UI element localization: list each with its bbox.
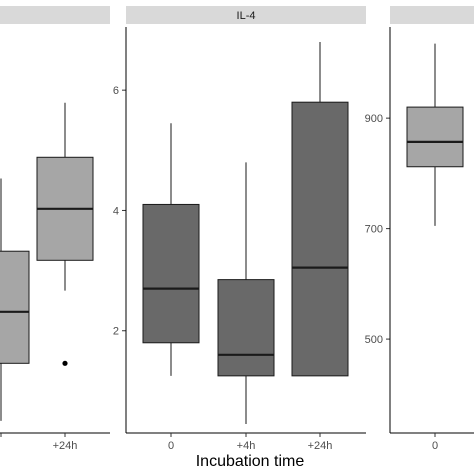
facet-right-x-ticks: 0 <box>432 433 438 452</box>
box-+24h <box>291 42 349 377</box>
facet-il4-title: IL-4 <box>237 10 256 22</box>
x-tick-label: 0 <box>432 440 438 452</box>
x-tick-label: 0 <box>168 440 174 452</box>
box-body <box>142 203 200 344</box>
facet-il4-strip <box>126 6 366 24</box>
facet-il4-boxes <box>142 42 349 424</box>
x-tick-label: +24h <box>53 440 78 452</box>
box-group <box>0 178 30 421</box>
facet-il4-x-ticks: 0 +4h +24h <box>168 433 332 452</box>
outlier-point <box>62 360 68 366</box>
facet-il4-y-ticks: 2 4 6 <box>113 85 126 338</box>
y-tick-label: 500 <box>365 334 383 346</box>
y-tick-label: 6 <box>113 85 119 97</box>
facet-left-strip <box>0 6 110 24</box>
y-tick-label: 2 <box>113 326 119 338</box>
box-body <box>0 250 30 364</box>
x-axis-title: Incubation time <box>196 453 305 470</box>
x-tick-label: +24h <box>308 440 333 452</box>
box-+24h <box>36 102 94 366</box>
y-tick-label: 4 <box>113 205 119 217</box>
box-body <box>406 106 464 168</box>
box-0 <box>406 43 464 226</box>
y-tick-label: 700 <box>365 224 383 236</box>
y-tick-label: 900 <box>365 113 383 125</box>
facet-il4: IL-4 2 4 6 0 +4h +24h <box>113 6 366 452</box>
facet-right-y-ticks: 500 700 900 <box>365 113 390 346</box>
box-+4h <box>217 162 275 424</box>
box-body <box>291 101 349 377</box>
facet-left: +24h <box>0 6 110 452</box>
box-body <box>217 279 275 377</box>
box-0 <box>142 123 200 376</box>
facet-right-strip <box>390 6 474 24</box>
x-tick-label: +4h <box>237 440 256 452</box>
facet-left-boxes <box>0 102 94 421</box>
facet-right-boxes <box>406 43 464 226</box>
facet-left-x-ticks: +24h <box>0 433 78 452</box>
facet-right: 500 700 900 0 <box>365 6 474 452</box>
